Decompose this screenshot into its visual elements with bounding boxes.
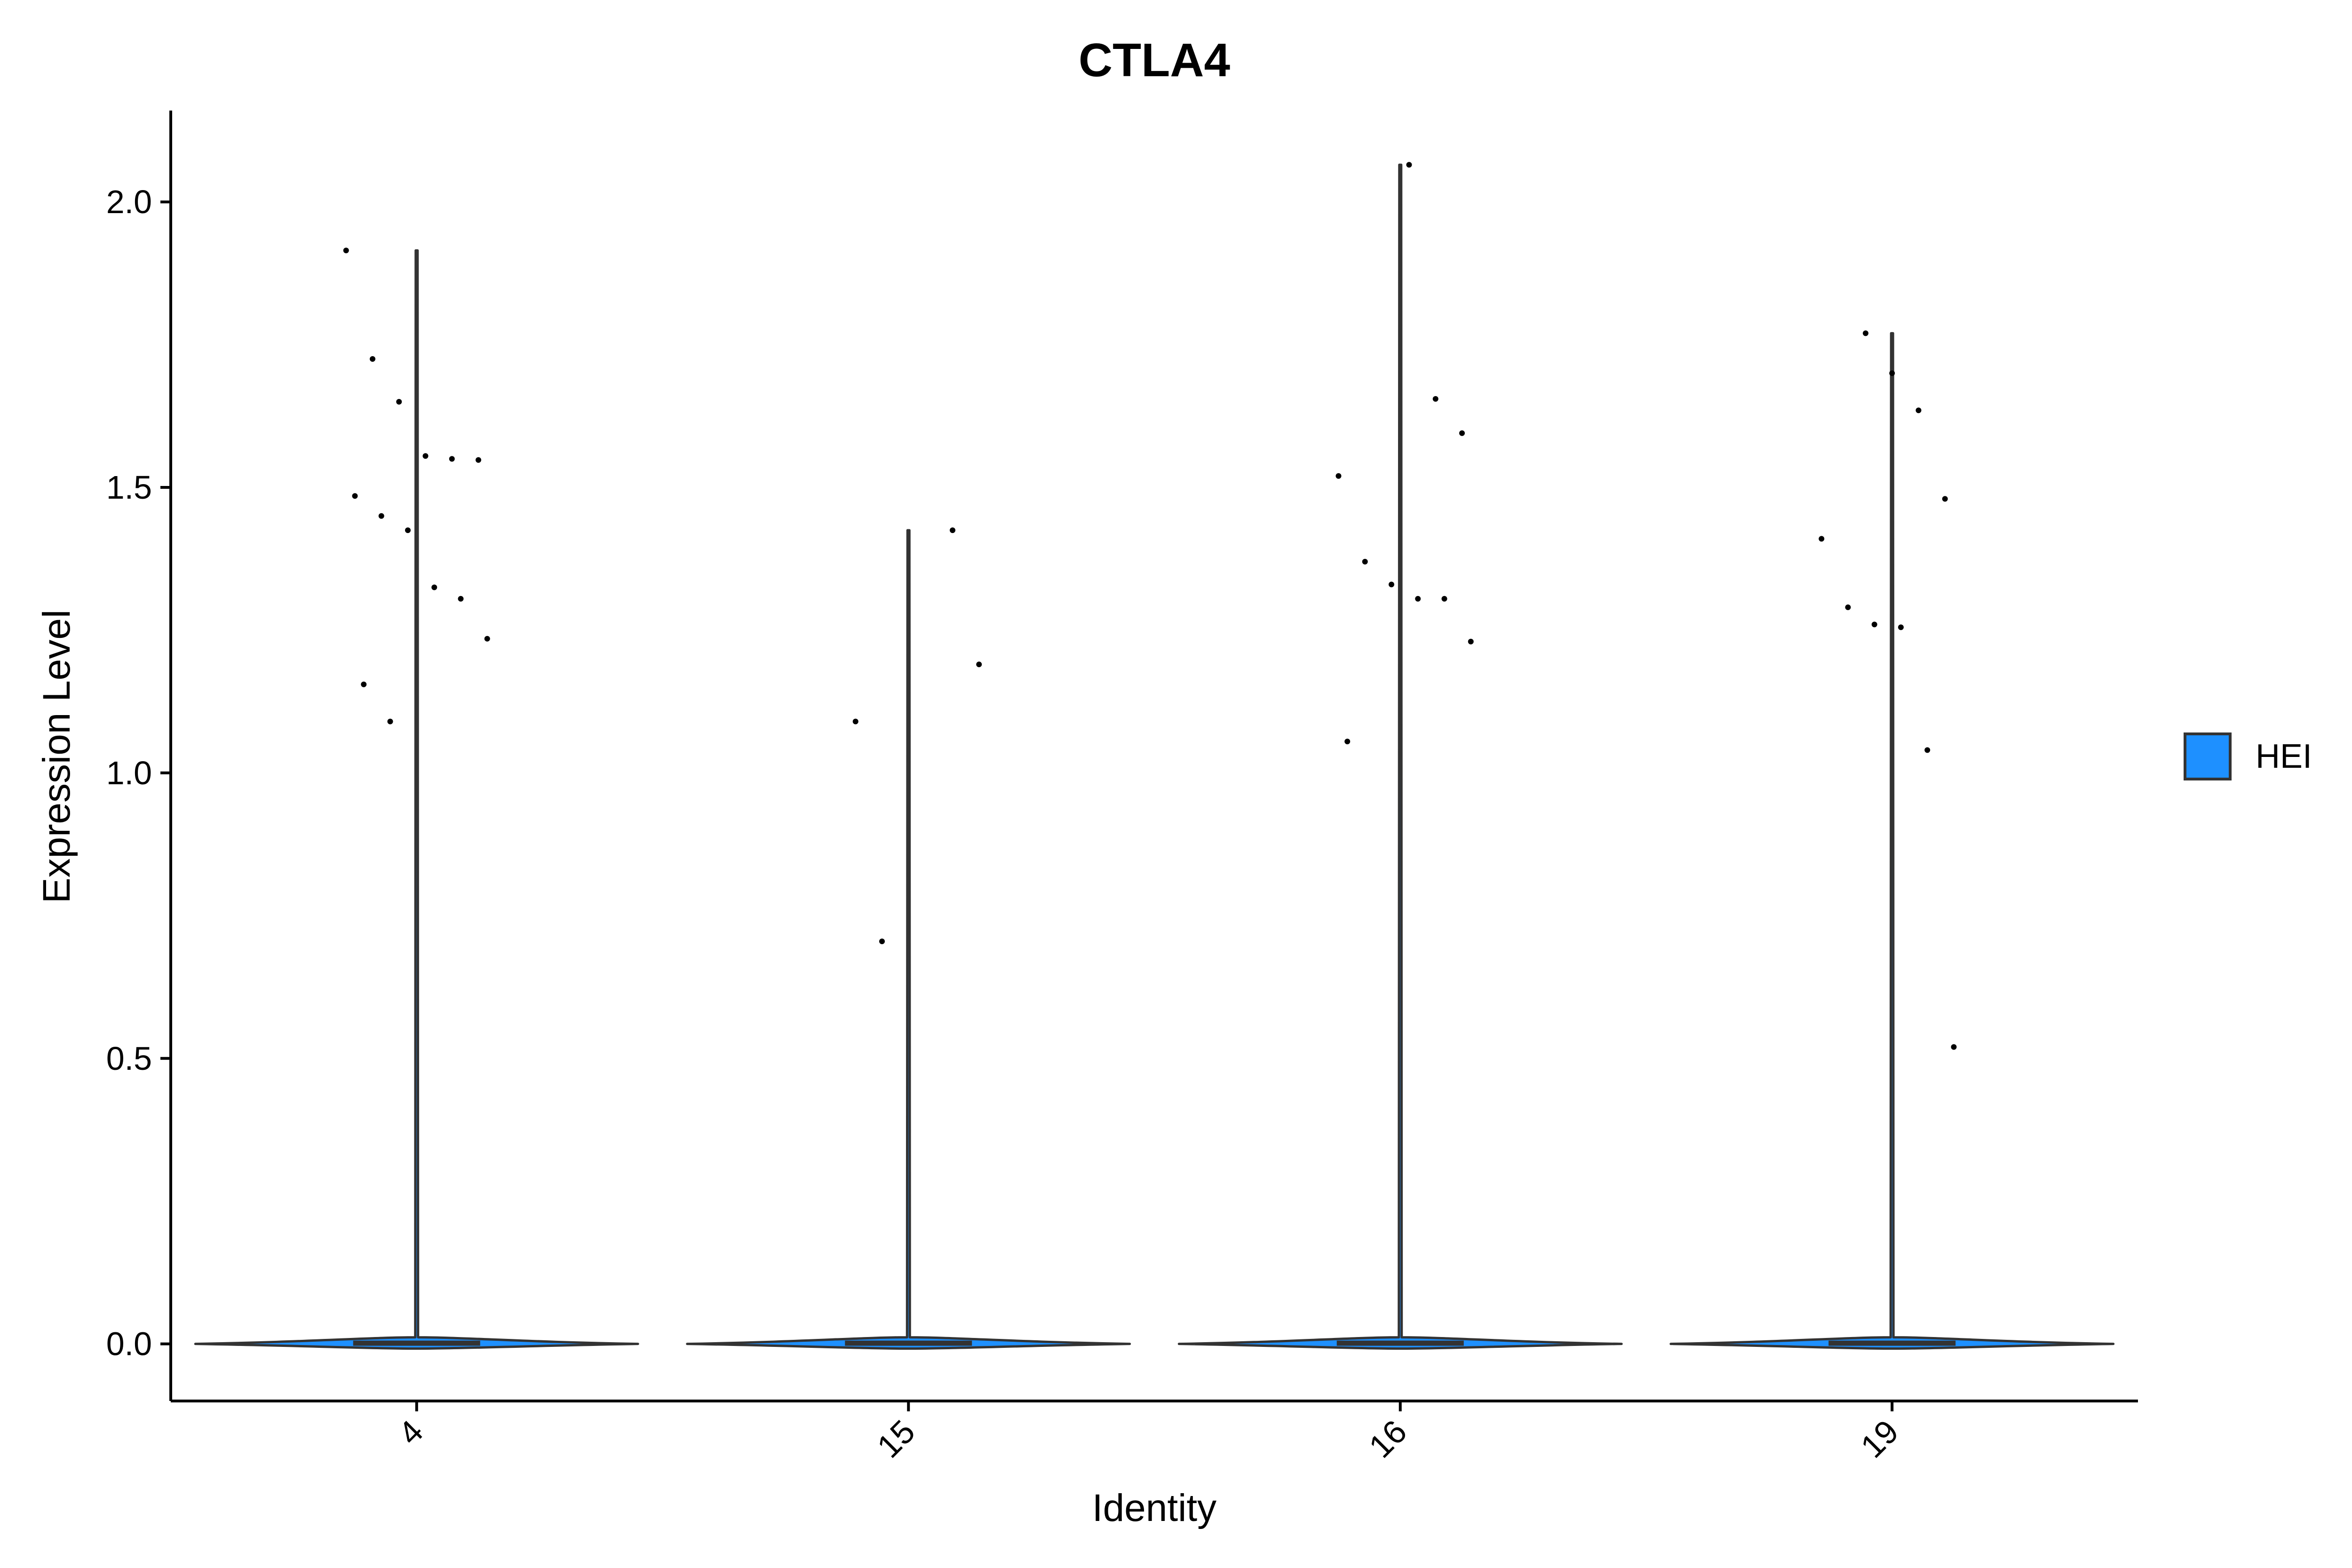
data-point-16-4 — [1362, 558, 1368, 565]
data-point-4-8 — [405, 527, 411, 533]
violin-base — [353, 1340, 480, 1346]
legend: HEI — [2184, 732, 2312, 780]
data-point-4-0 — [343, 247, 349, 254]
data-point-4-5 — [476, 457, 481, 463]
violin-body — [686, 529, 1131, 1350]
violin-body — [1669, 332, 2115, 1350]
data-point-19-8 — [1924, 747, 1931, 753]
data-point-19-4 — [1819, 536, 1825, 542]
violin-4 — [194, 249, 639, 1350]
legend-swatch — [2184, 732, 2232, 780]
data-point-16-6 — [1415, 596, 1421, 602]
y-axis-title: Expression Level — [35, 610, 78, 903]
violin-base — [1336, 1340, 1464, 1346]
data-point-15-0 — [950, 527, 955, 533]
data-point-19-6 — [1871, 621, 1877, 628]
y-axis: 0.0 0.5 1.0 1.5 2.0 — [106, 111, 172, 1401]
violin-base — [1828, 1340, 1956, 1346]
y-tick-label: 0.5 — [106, 1040, 152, 1077]
y-tick-label: 0.0 — [106, 1326, 152, 1362]
data-point-4-12 — [361, 681, 367, 687]
data-point-16-2 — [1459, 430, 1465, 436]
violin-body — [194, 249, 639, 1350]
data-point-4-2 — [396, 398, 402, 405]
data-point-4-7 — [378, 513, 384, 519]
data-point-19-7 — [1898, 624, 1904, 630]
x-axis: 4 15 16 19 — [171, 1400, 2138, 1465]
data-point-16-1 — [1432, 396, 1438, 402]
data-point-16-3 — [1335, 473, 1342, 479]
violin-15 — [686, 529, 1131, 1350]
violin-body — [1177, 163, 1623, 1350]
data-point-16-8 — [1468, 638, 1474, 645]
data-point-19-1 — [1889, 370, 1895, 376]
data-point-15-3 — [879, 938, 885, 944]
x-tick-label: 16 — [1362, 1413, 1414, 1465]
x-axis-title: Identity — [1092, 1487, 1216, 1529]
data-point-4-13 — [387, 718, 393, 724]
data-point-15-1 — [976, 661, 982, 668]
data-point-4-9 — [431, 584, 437, 590]
data-point-19-9 — [1951, 1044, 1957, 1050]
x-tick-label: 19 — [1854, 1413, 1906, 1465]
legend-label: HEI — [2256, 738, 2312, 775]
violin-19 — [1669, 332, 2115, 1350]
plot-area — [194, 162, 2115, 1350]
x-tick-label: 4 — [391, 1413, 430, 1452]
y-tick-label: 1.0 — [106, 755, 152, 791]
data-point-19-3 — [1942, 496, 1948, 502]
violin-base — [845, 1340, 972, 1346]
data-point-19-5 — [1845, 604, 1851, 610]
data-point-16-9 — [1344, 739, 1351, 745]
data-point-4-10 — [458, 596, 464, 602]
data-point-4-3 — [422, 453, 429, 459]
data-point-16-5 — [1389, 581, 1394, 588]
data-point-19-0 — [1863, 330, 1868, 336]
chart-title: CTLA4 — [1079, 34, 1231, 87]
x-tick-label: 15 — [870, 1413, 922, 1465]
data-point-16-0 — [1406, 162, 1412, 168]
data-point-4-4 — [449, 456, 455, 462]
y-tick-label: 2.0 — [106, 183, 152, 220]
data-point-19-2 — [1915, 407, 1922, 414]
data-point-4-6 — [352, 493, 358, 499]
data-point-16-7 — [1441, 596, 1447, 602]
data-point-4-11 — [484, 636, 490, 642]
violin-16 — [1177, 163, 1623, 1350]
data-point-15-2 — [852, 718, 858, 724]
y-tick-label: 1.5 — [106, 469, 152, 506]
data-point-4-1 — [370, 356, 375, 362]
